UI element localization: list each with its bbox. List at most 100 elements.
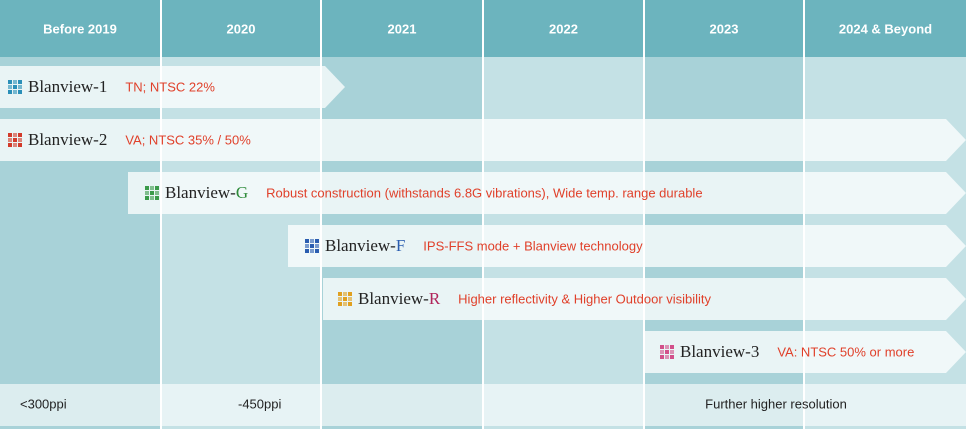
logo-cell (150, 191, 154, 195)
logo-cell (18, 90, 22, 94)
product-description: TN; NTSC 22% (125, 79, 215, 94)
name-base: Blanview- (358, 289, 429, 308)
logo-cell (670, 345, 674, 349)
column-body (484, 0, 643, 429)
name-variant: F (396, 236, 405, 255)
logo-cell (343, 292, 347, 296)
arrow-band (288, 225, 966, 267)
name-variant: R (429, 289, 441, 308)
resolution-label: Further higher resolution (705, 396, 847, 411)
logo-cell (338, 297, 342, 301)
arrow-band (323, 278, 966, 320)
logo-cell (13, 80, 17, 84)
logo-cell (13, 133, 17, 137)
logo-cell (343, 297, 347, 301)
product-row: Blanview-F IPS-FFS mode + Blanview techno… (288, 225, 966, 267)
product-row: Blanview-2 VA; NTSC 35% / 50% (0, 119, 966, 161)
name-variant: 3 (751, 342, 760, 361)
logo-cell (145, 186, 149, 190)
product-name: Blanview-F (325, 236, 405, 255)
logo-cell (155, 196, 159, 200)
name-base: Blanview- (680, 342, 751, 361)
logo-cell (155, 191, 159, 195)
logo-cell (13, 90, 17, 94)
column-header (322, 0, 482, 57)
logo-cell (18, 138, 22, 142)
column-label: Before 2019 (43, 21, 117, 36)
logo-cell (13, 85, 17, 89)
product-row: Blanview-1 TN; NTSC 22% (0, 66, 345, 108)
name-base: Blanview- (165, 183, 236, 202)
logo-cell (660, 355, 664, 359)
logo-cell (660, 350, 664, 354)
logo-cell (670, 355, 674, 359)
column-header (645, 0, 803, 57)
product-row: Blanview-R Higher reflectivity & Higher O… (323, 278, 966, 320)
logo-cell (13, 143, 17, 147)
name-variant: G (236, 183, 248, 202)
logo-cell (18, 133, 22, 137)
logo-cell (18, 80, 22, 84)
column-label: 2023 (710, 21, 739, 36)
resolution-band (0, 384, 966, 426)
logo-cell (670, 350, 674, 354)
column-header (0, 0, 160, 57)
column-header (162, 0, 320, 57)
column-header (805, 0, 966, 57)
product-description: VA: NTSC 50% or more (777, 344, 914, 359)
product-description: IPS-FFS mode + Blanview technology (423, 238, 643, 253)
product-row: Blanview-3 VA: NTSC 50% or more (645, 331, 966, 373)
column-label: 2024 & Beyond (839, 21, 932, 36)
column-body (162, 0, 320, 429)
logo-cell (348, 297, 352, 301)
name-base: Blanview- (28, 77, 99, 96)
logo-cell (155, 186, 159, 190)
logo-cell (315, 244, 319, 248)
logo-cell (8, 133, 12, 137)
logo-cell (150, 196, 154, 200)
column-body (322, 0, 482, 429)
logo-cell (348, 302, 352, 306)
logo-cell (348, 292, 352, 296)
arrow-band (0, 66, 345, 108)
logo-cell (150, 186, 154, 190)
product-name: Blanview-2 (28, 130, 107, 149)
logo-cell (13, 138, 17, 142)
column-label: 2020 (227, 21, 256, 36)
product-description: Robust construction (withstands 6.8G vib… (266, 185, 702, 200)
logo-cell (665, 350, 669, 354)
logo-cell (8, 80, 12, 84)
logo-cell (8, 85, 12, 89)
resolution-label: -450ppi (238, 396, 281, 411)
product-name: Blanview-G (165, 183, 248, 202)
name-variant: 2 (99, 130, 108, 149)
name-variant: 1 (99, 77, 108, 96)
logo-cell (343, 302, 347, 306)
logo-cell (8, 143, 12, 147)
logo-cell (8, 138, 12, 142)
logo-cell (338, 292, 342, 296)
product-name: Blanview-R (358, 289, 441, 308)
logo-cell (310, 239, 314, 243)
product-name: Blanview-3 (680, 342, 759, 361)
logo-cell (305, 249, 309, 253)
logo-cell (145, 196, 149, 200)
name-base: Blanview- (28, 130, 99, 149)
logo-cell (310, 249, 314, 253)
logo-cell (665, 355, 669, 359)
logo-cell (315, 249, 319, 253)
arrow-band (128, 172, 966, 214)
product-row: Blanview-G Robust construction (withstand… (128, 172, 966, 214)
logo-cell (145, 191, 149, 195)
product-name: Blanview-1 (28, 77, 107, 96)
column-label: 2022 (549, 21, 578, 36)
product-description: Higher reflectivity & Higher Outdoor vis… (458, 291, 711, 306)
column-label: 2021 (388, 21, 417, 36)
logo-cell (305, 239, 309, 243)
column-body (0, 0, 160, 429)
arrow-band (645, 331, 966, 373)
logo-cell (8, 90, 12, 94)
resolution-label: <300ppi (20, 396, 67, 411)
logo-cell (338, 302, 342, 306)
logo-cell (310, 244, 314, 248)
